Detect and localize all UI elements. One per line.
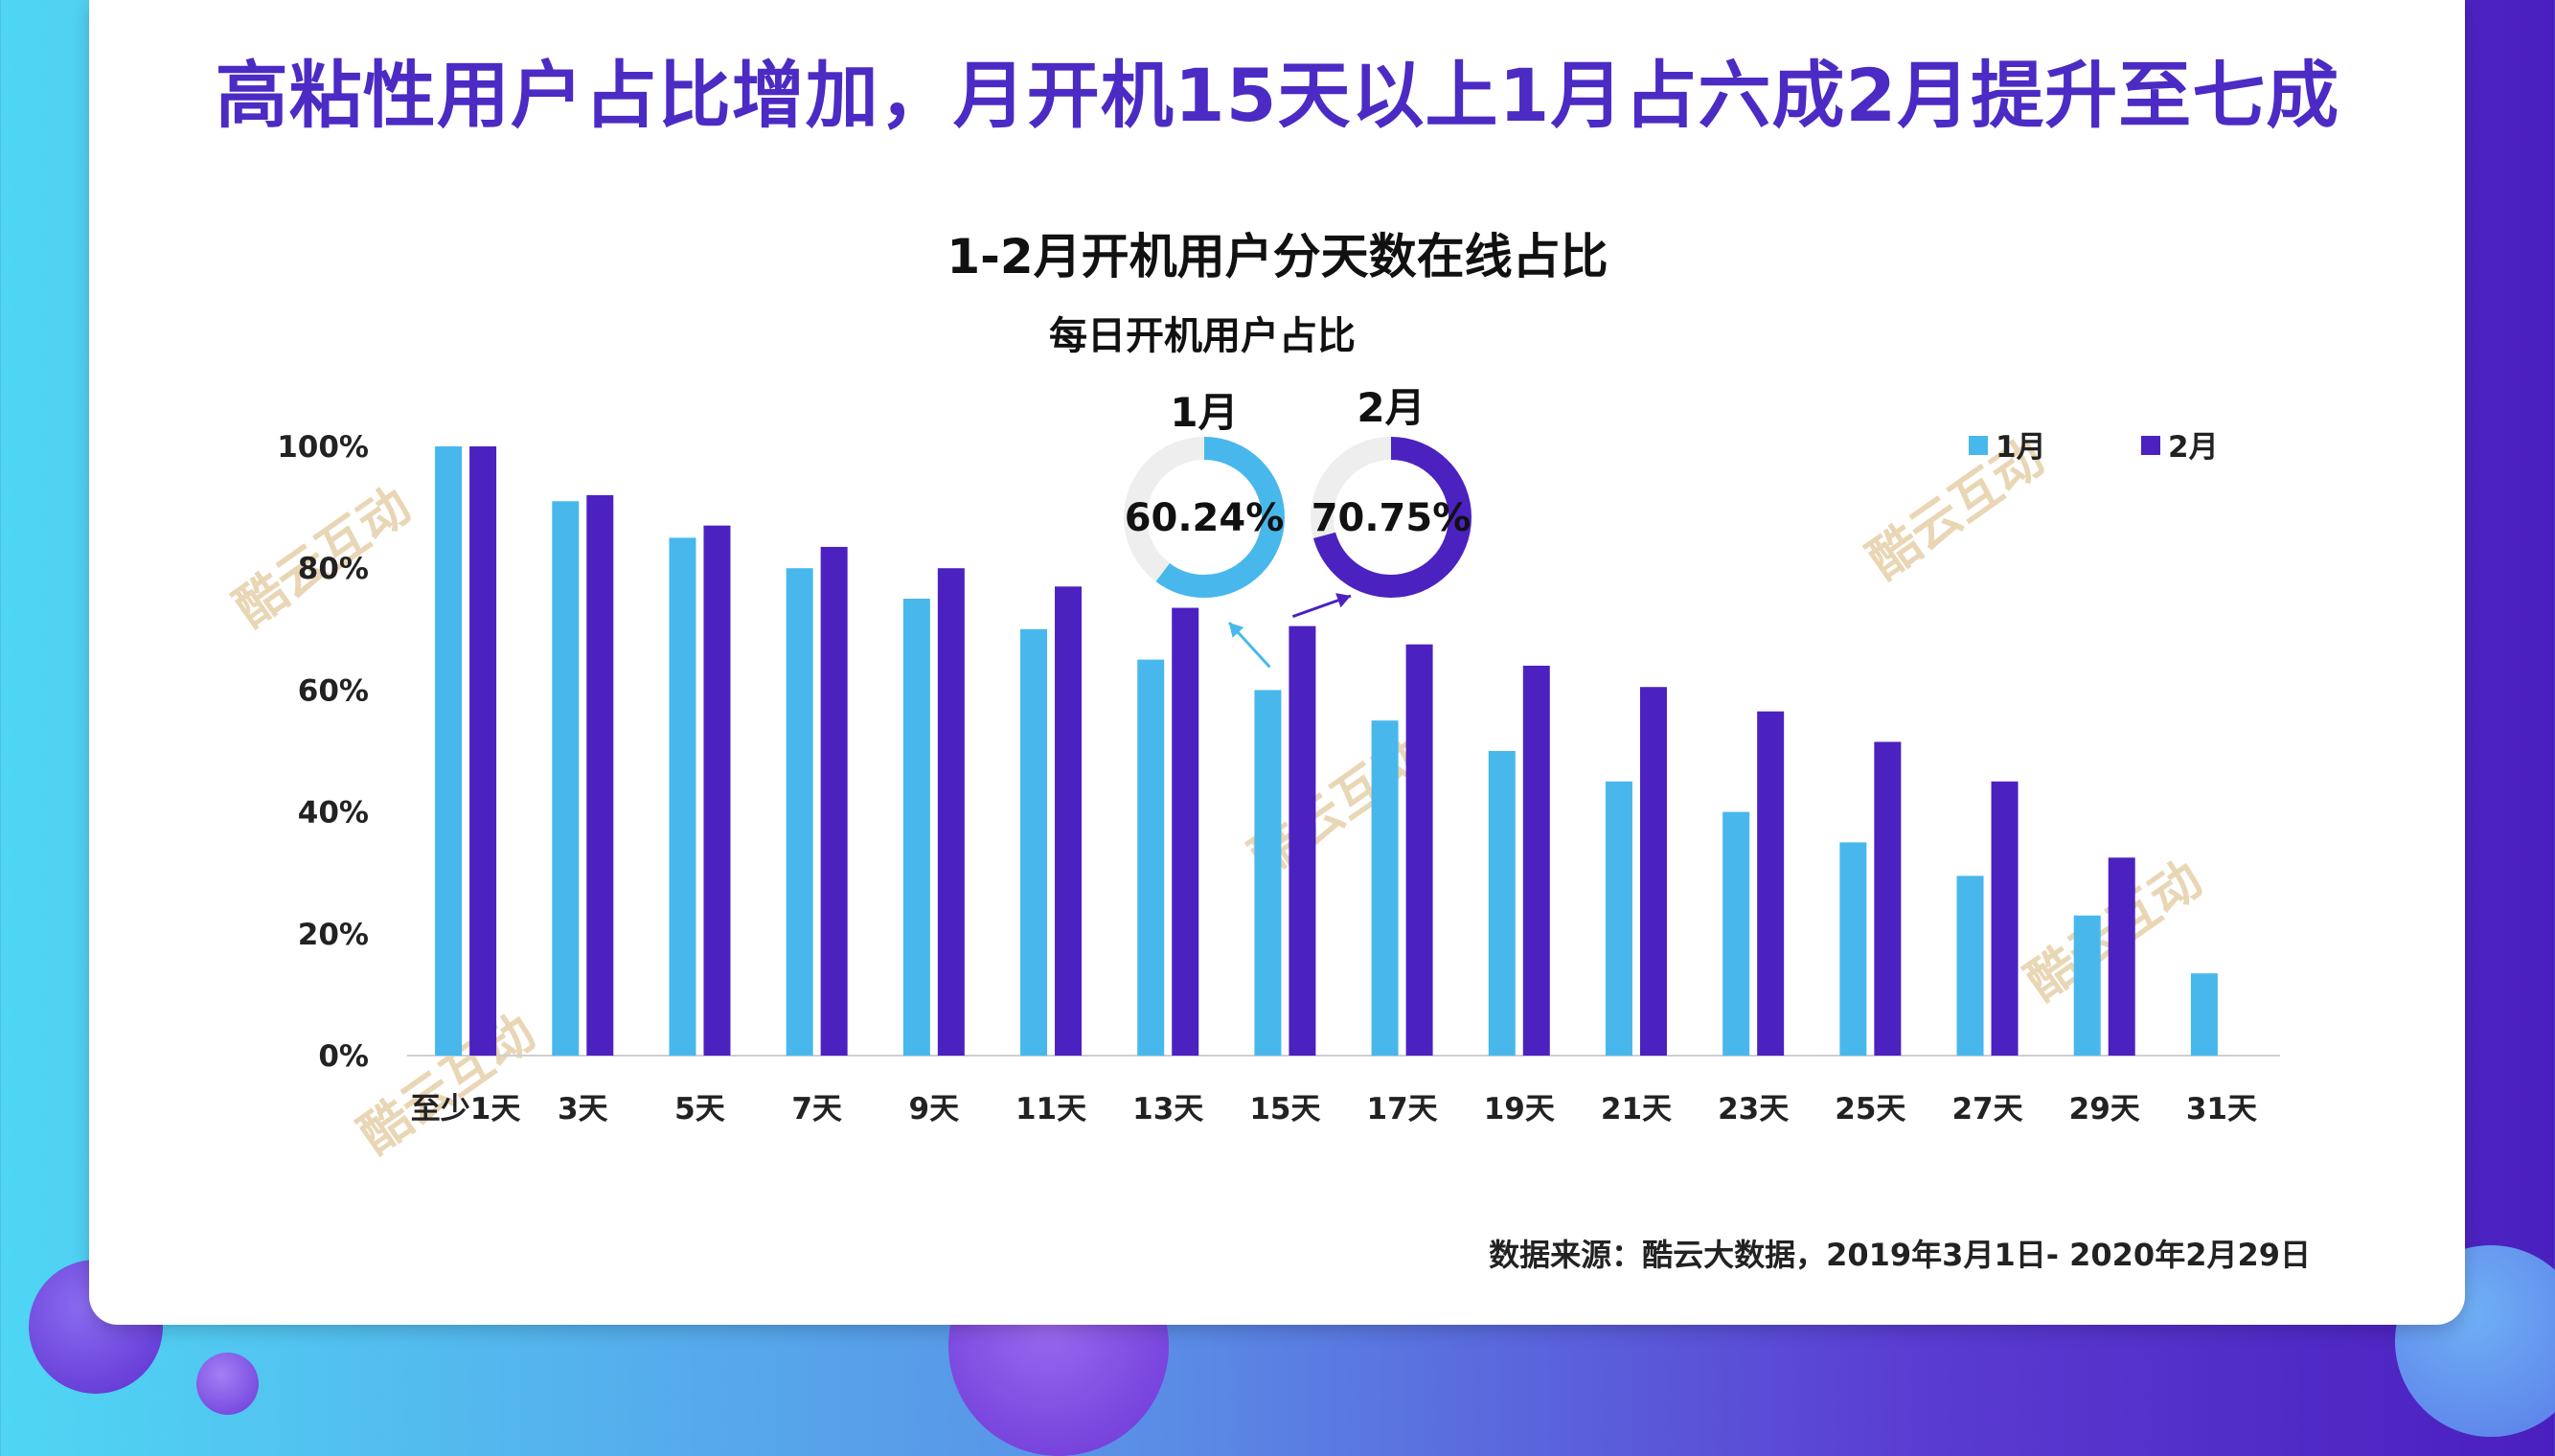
- donut-label: 2月: [1357, 384, 1425, 431]
- bar-feb: [1522, 665, 1550, 1056]
- bar-jan: [1722, 811, 1750, 1056]
- bar-feb: [703, 525, 731, 1056]
- bar-jan: [2190, 973, 2218, 1056]
- x-tick-label: 15天: [1249, 1092, 1320, 1126]
- x-tick-label: 13天: [1132, 1092, 1203, 1126]
- decor-circle-small: [196, 1353, 259, 1415]
- bar-jan: [1371, 720, 1399, 1056]
- bar-jan: [2073, 915, 2101, 1056]
- donut-value: 60.24%: [1125, 496, 1285, 540]
- x-tick-label: 17天: [1367, 1092, 1438, 1126]
- arrow-jan-head: [1229, 623, 1244, 638]
- bar-jan: [1956, 876, 1984, 1056]
- x-tick-label: 11天: [1015, 1092, 1086, 1126]
- bar-jan: [902, 599, 930, 1056]
- y-tick-label: 80%: [298, 552, 369, 586]
- bar-jan: [786, 568, 813, 1056]
- x-tick-label: 3天: [558, 1092, 608, 1126]
- bar-jan: [1020, 628, 1048, 1056]
- donut-label: 1月: [1170, 389, 1238, 436]
- legend-label: 2月: [2168, 430, 2219, 465]
- bar-feb: [937, 568, 965, 1056]
- bar-feb: [1639, 687, 1667, 1056]
- chart-title: 1-2月开机用户分天数在线占比: [947, 229, 1608, 284]
- y-tick-label: 20%: [298, 918, 369, 952]
- x-tick-label: 23天: [1718, 1092, 1789, 1126]
- x-tick-label: 至少1天: [411, 1092, 521, 1126]
- bar-jan: [1254, 690, 1282, 1056]
- y-tick-label: 100%: [277, 430, 369, 465]
- data-source-note: 数据来源：酷云大数据，2019年3月1日- 2020年2月29日: [1489, 1237, 2311, 1273]
- bar-feb: [1991, 781, 2019, 1056]
- x-tick-label: 5天: [674, 1092, 725, 1126]
- arrow-feb-head: [1335, 593, 1351, 608]
- bar-jan: [552, 501, 580, 1056]
- bar-feb: [1289, 626, 1316, 1056]
- bar-feb: [820, 546, 848, 1056]
- legend-swatch-feb: [2141, 436, 2160, 455]
- donut-arc-feb: [1311, 437, 1471, 598]
- bar-feb: [586, 494, 614, 1056]
- bar-jan: [1605, 781, 1632, 1056]
- donut-inset-title: 每日开机用户占比: [1049, 314, 1356, 358]
- donut-arc-jan: [1124, 437, 1285, 598]
- bar-jan: [669, 537, 696, 1056]
- x-tick-label: 31天: [2186, 1092, 2257, 1126]
- bar-jan: [1488, 751, 1516, 1056]
- bar-feb: [469, 446, 497, 1056]
- y-tick-label: 60%: [298, 673, 369, 708]
- y-tick-label: 0%: [318, 1039, 369, 1074]
- bar-feb: [1874, 741, 1902, 1056]
- donut-value: 70.75%: [1312, 496, 1471, 540]
- bar-feb: [1757, 711, 1785, 1056]
- y-tick-label: 40%: [298, 796, 369, 830]
- x-tick-label: 27天: [1951, 1092, 2022, 1126]
- bar-feb: [1172, 607, 1199, 1056]
- legend-swatch-jan: [1969, 436, 1988, 455]
- page-headline: 高粘性用户占比增加，月开机15天以上1月占六成2月提升至七成: [215, 53, 2340, 138]
- x-tick-label: 7天: [791, 1092, 842, 1126]
- x-tick-label: 19天: [1484, 1092, 1555, 1126]
- bar-jan: [1137, 659, 1165, 1056]
- bar-feb: [2108, 857, 2135, 1056]
- bar-jan: [1839, 842, 1867, 1056]
- bar-feb: [1055, 586, 1083, 1056]
- legend-label: 1月: [1996, 430, 2046, 465]
- x-tick-label: 21天: [1601, 1092, 1672, 1126]
- bar-jan: [435, 446, 463, 1056]
- bar-feb: [1405, 644, 1433, 1056]
- x-tick-label: 25天: [1835, 1092, 1905, 1126]
- x-tick-label: 9天: [909, 1092, 960, 1126]
- x-tick-label: 29天: [2069, 1092, 2140, 1126]
